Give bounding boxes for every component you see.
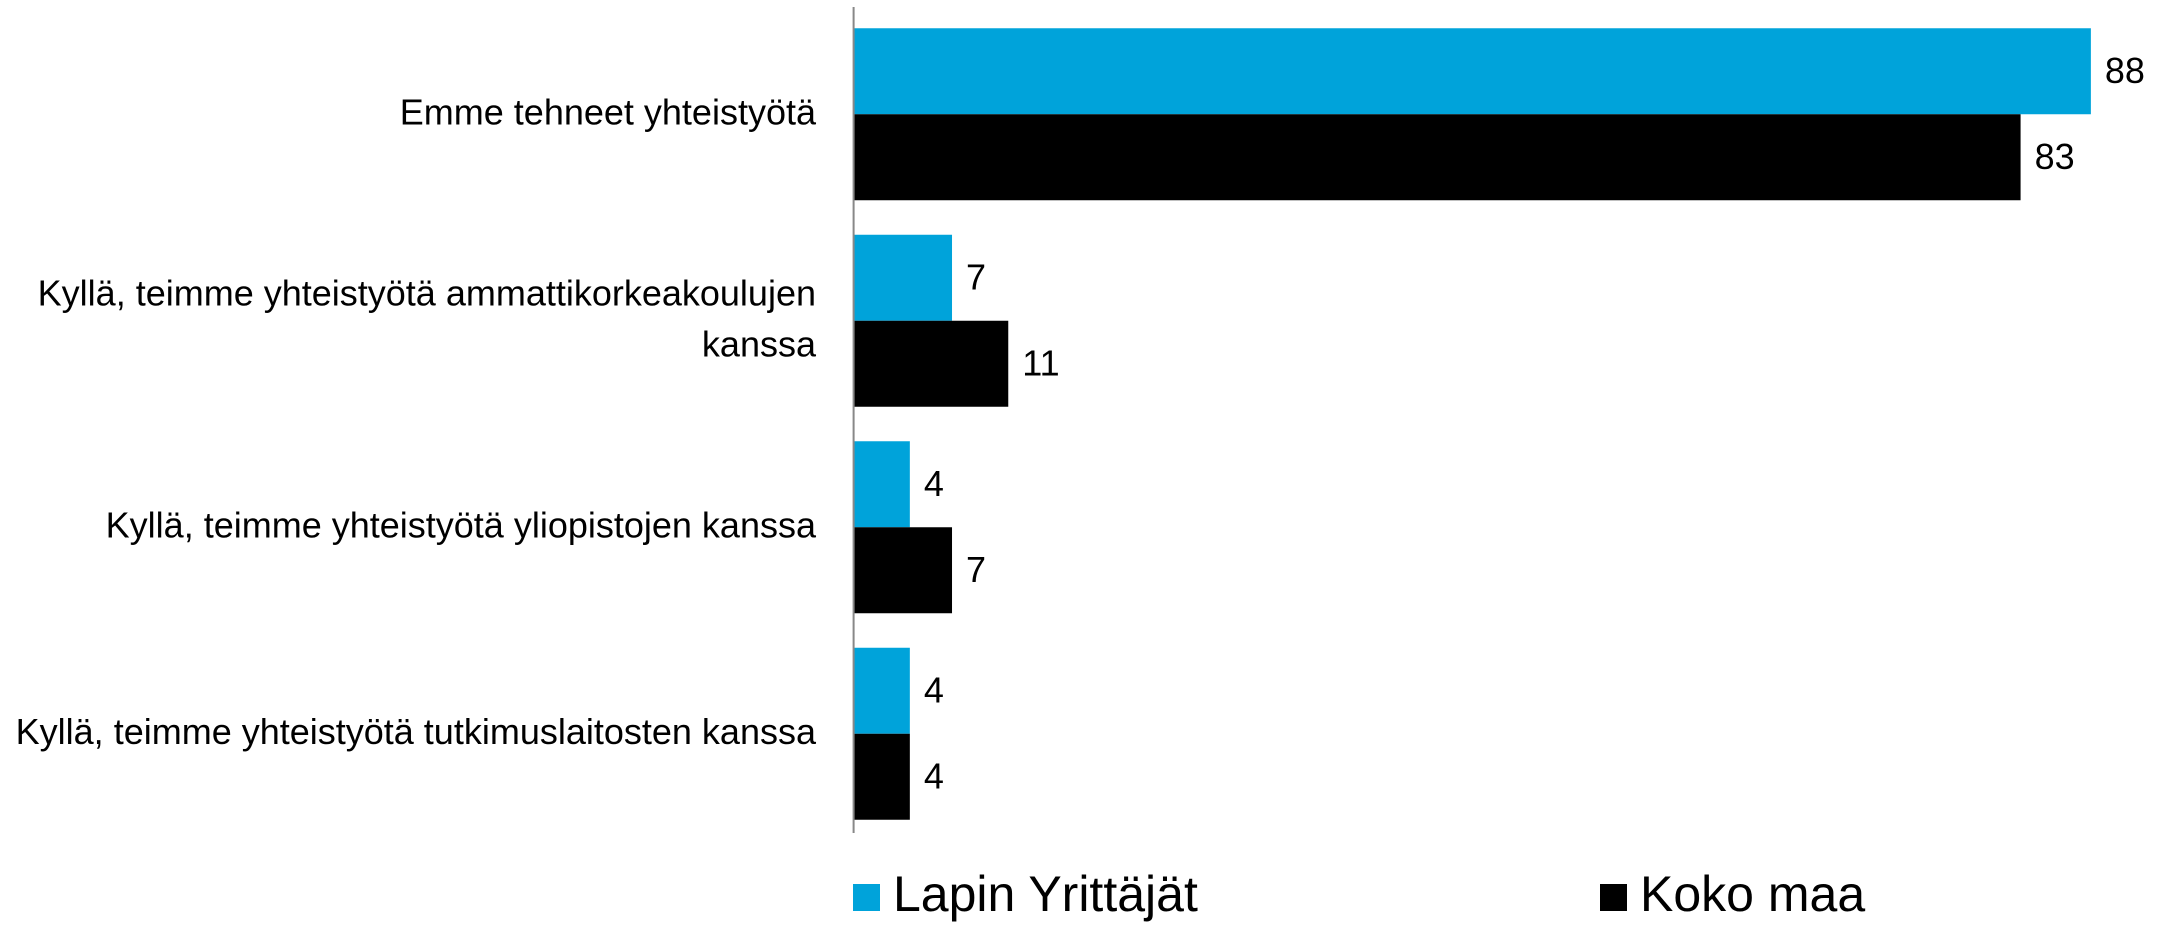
- bar: [853, 234, 953, 321]
- bar: [853, 320, 1009, 407]
- legend-label: Lapin Yrittäjät: [893, 866, 1198, 922]
- value-label: 83: [2035, 136, 2075, 177]
- bar: [853, 733, 910, 820]
- value-label: 4: [924, 669, 944, 710]
- bar: [853, 114, 2021, 201]
- category-label: Kyllä, teimme yhteistyötä yliopistojen k…: [106, 504, 817, 545]
- legend-swatch: [853, 884, 880, 911]
- value-label: 88: [2105, 50, 2145, 91]
- value-label: 4: [924, 463, 944, 504]
- bar: [853, 441, 910, 528]
- value-label: 7: [966, 256, 986, 297]
- bar: [853, 647, 910, 734]
- category-label: Kyllä, teimme yhteistyötä ammattikorkeak…: [38, 272, 817, 364]
- value-label: 4: [924, 755, 944, 796]
- value-label: 7: [966, 549, 986, 590]
- category-label: Emme tehneet yhteistyötä: [400, 91, 817, 132]
- bar: [853, 28, 2091, 115]
- legend-label: Koko maa: [1640, 866, 1865, 922]
- category-label: Kyllä, teimme yhteistyötä tutkimuslaitos…: [16, 710, 817, 751]
- legend-swatch: [1600, 884, 1627, 911]
- bar: [853, 527, 953, 614]
- value-label: 11: [1022, 342, 1059, 383]
